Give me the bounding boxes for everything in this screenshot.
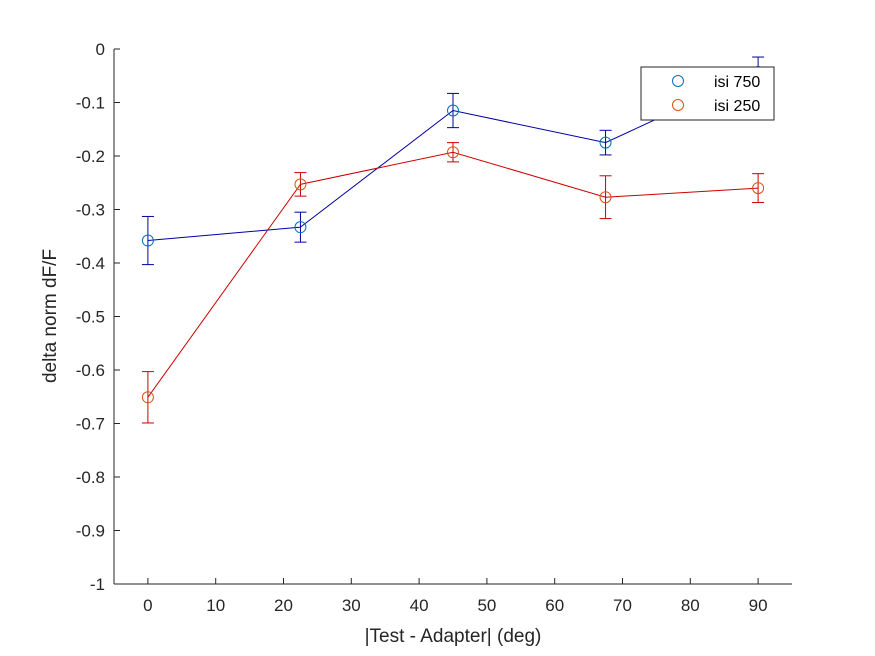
- x-tick-label: 60: [545, 596, 564, 615]
- x-tick-label: 40: [410, 596, 429, 615]
- legend-box: [640, 66, 775, 121]
- y-tick-label: -0.4: [76, 254, 105, 273]
- y-tick-label: -1: [90, 575, 105, 594]
- x-tick-label: 0: [143, 596, 152, 615]
- y-tick-label: 0: [96, 40, 105, 59]
- series-line-isi-250: [147, 151, 759, 398]
- legend-label-isi-750: isi 750: [714, 74, 760, 91]
- legend-marker-isi-750: [672, 75, 684, 87]
- y-axis-label: delta norm dF/F: [40, 249, 61, 383]
- data-point: [447, 104, 459, 117]
- y-tick-label: -0.1: [76, 94, 105, 113]
- legend-label-isi-250: isi 250: [714, 98, 760, 115]
- legend: isi 750 isi 250: [640, 66, 775, 121]
- x-tick-label: 70: [613, 596, 632, 615]
- data-point: [141, 391, 154, 404]
- y-tick-label: -0.6: [76, 361, 105, 380]
- x-tick-label: 80: [681, 596, 700, 615]
- y-ticks: 0 -0.1 -0.2 -0.3 -0.4 -0.5 -0.6 -0.7 -0.8 -0.9 -1: [76, 40, 120, 594]
- y-tick-label: -0.5: [76, 308, 105, 327]
- y-tick-label: -0.3: [76, 201, 105, 220]
- data-point: [141, 234, 154, 247]
- x-tick-label: 50: [477, 596, 496, 615]
- x-tick-label: 90: [749, 596, 768, 615]
- legend-marker-isi-250: [672, 99, 684, 111]
- data-point: [294, 221, 307, 234]
- series-isi-250: [141, 142, 765, 424]
- data-point: [447, 146, 459, 159]
- y-tick-label: -0.8: [76, 468, 105, 487]
- x-tick-label: 20: [274, 596, 293, 615]
- data-point: [294, 178, 307, 191]
- y-tick-label: -0.9: [76, 522, 105, 541]
- axes: 0 10 20 30 40 50 60 70 80 90 0 -0.1 -0.2 -0.3 -0.4 -0.…: [40, 40, 792, 647]
- x-tick-label: 10: [206, 596, 225, 615]
- data-point: [599, 191, 612, 204]
- data-point: [752, 182, 765, 195]
- y-tick-label: -0.7: [76, 415, 105, 434]
- y-tick-label: -0.2: [76, 147, 105, 166]
- data-point: [599, 136, 612, 149]
- x-ticks: 0 10 20 30 40 50 60 70 80 90: [143, 578, 768, 615]
- x-axis-label: |Test - Adapter| (deg): [365, 626, 542, 647]
- x-tick-label: 30: [342, 596, 361, 615]
